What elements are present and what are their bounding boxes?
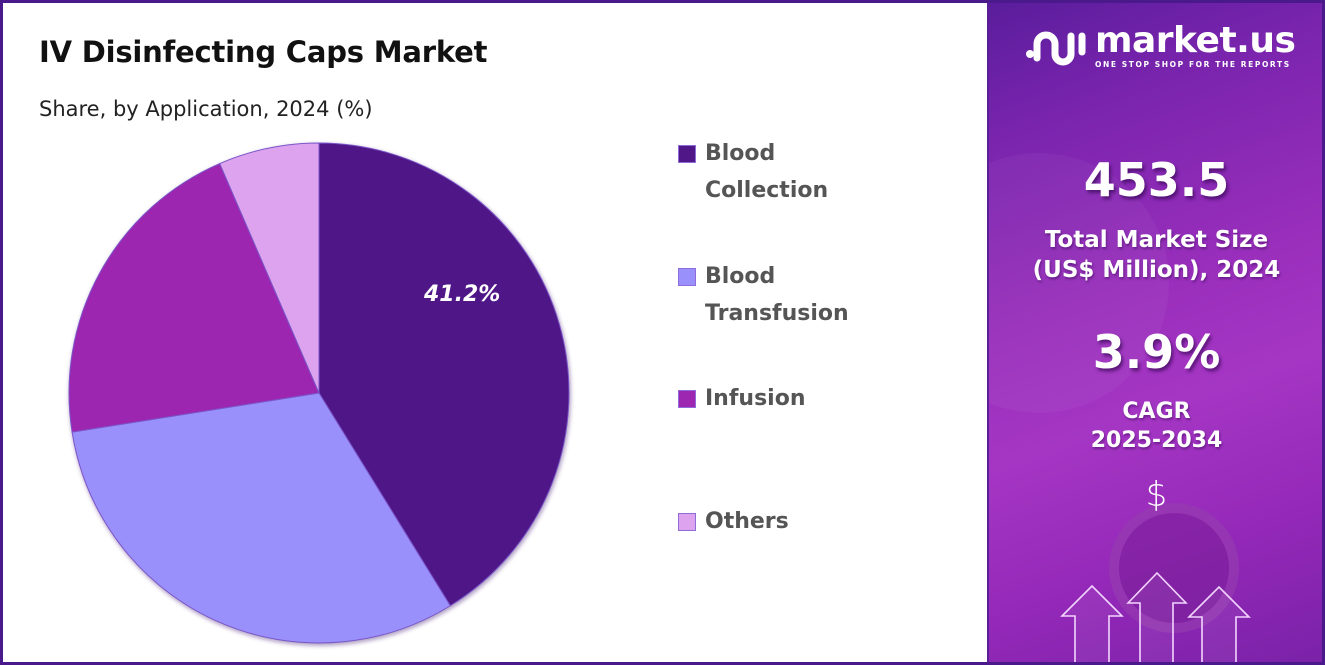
market-size-label-line1: Total Market Size	[1044, 227, 1269, 253]
pie-chart	[68, 142, 570, 644]
legend-swatch-icon	[678, 390, 696, 408]
legend-item-blood-transfusion: Blood Transfusion	[678, 263, 958, 332]
legend-swatch-icon	[678, 268, 696, 286]
slice-label-blood-collection: 41.2%	[424, 282, 501, 307]
growth-arrows-icon	[1060, 571, 1251, 662]
pie-slice-blood-collection	[318, 142, 570, 607]
pie-slice-others	[219, 142, 320, 394]
pie-slice-infusion	[68, 162, 320, 433]
brand-tagline: ONE STOP SHOP FOR THE REPORTS	[1095, 60, 1291, 69]
legend-label: Blood Collection	[705, 141, 829, 203]
market-us-logo-icon	[1026, 31, 1086, 66]
legend-label: Blood Transfusion	[705, 264, 849, 326]
brand-logo: market.us ONE STOP SHOP FOR THE REPORTS	[1025, 20, 1296, 69]
legend-swatch-icon	[678, 145, 696, 163]
market-size-label-line2: (US$ Million), 2024	[1032, 257, 1281, 283]
market-size-value: 453.5	[1083, 153, 1230, 207]
chart-subtitle: Share, by Application, 2024 (%)	[39, 97, 373, 121]
summary-sidebar: market.us ONE STOP SHOP FOR THE REPORTS …	[987, 3, 1322, 662]
legend-item-blood-collection: Blood Collection	[678, 140, 958, 209]
cagr-period: 2025-2034	[1090, 428, 1223, 453]
chart-title: IV Disinfecting Caps Market	[39, 35, 488, 69]
legend-swatch-icon	[678, 513, 696, 531]
legend-item-others: Others	[678, 508, 958, 540]
brand-name: market.us	[1095, 20, 1296, 61]
pie-slice-blood-transfusion	[71, 392, 451, 644]
legend-label: Infusion	[705, 386, 806, 411]
cagr-value: 3.9%	[1092, 325, 1221, 379]
legend-item-infusion: Infusion	[678, 385, 958, 417]
dollar-icon: $	[1145, 475, 1168, 515]
background-cup-decoration	[1109, 503, 1239, 633]
cagr-label: CAGR	[1122, 399, 1191, 424]
legend-label: Others	[705, 509, 789, 534]
